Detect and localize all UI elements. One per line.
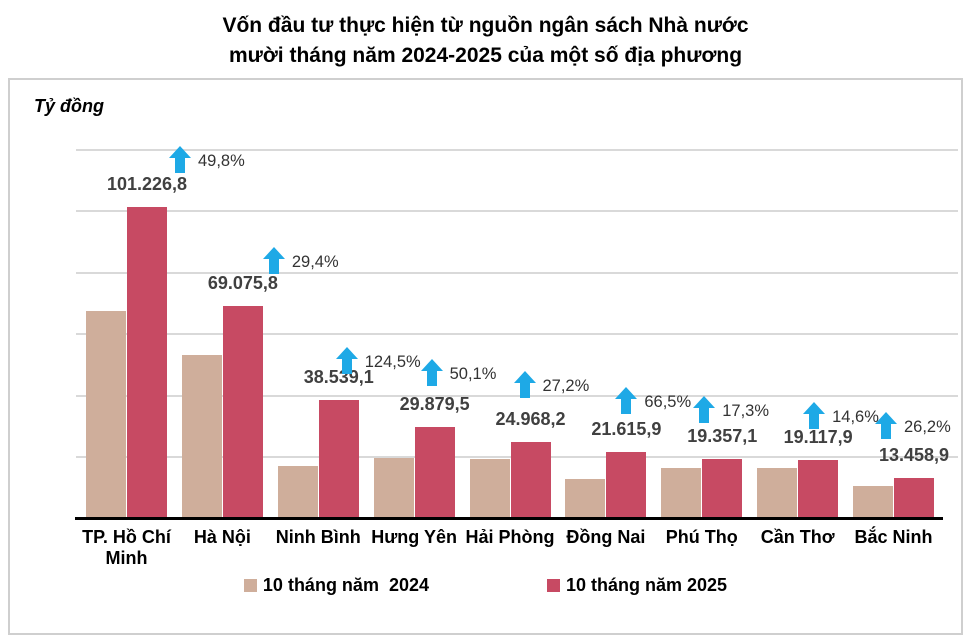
bar-2025-5 [510, 442, 551, 519]
bar-2024-5 [469, 458, 510, 519]
category-label-4: Hưng Yên [371, 527, 457, 547]
value-label-7: 19.357,1 [687, 426, 758, 447]
bar-2025-9 [894, 477, 934, 519]
growth-arrow-icon [262, 247, 285, 275]
growth-arrow-icon [513, 371, 536, 399]
category-label-8: Cần Thơ [760, 527, 835, 547]
category-label-5: Hải Phòng [465, 527, 555, 547]
bar-2025-1 [127, 207, 167, 519]
legend-label-2025: 10 tháng năm 2025 [566, 575, 728, 595]
gridline-60000 [76, 333, 958, 336]
chart-title-line2: mười tháng năm 2024-2025 của một số địa … [228, 44, 743, 67]
growth-percent-label: 50,1% [449, 364, 497, 383]
x-axis-line [75, 517, 943, 520]
growth-arrow-icon [615, 387, 638, 415]
bar-2025-7 [702, 459, 743, 519]
growth-percent-label: 66,5% [644, 393, 692, 412]
growth-annotation-9: 26,2% [875, 411, 951, 439]
gridline-100000 [76, 210, 958, 213]
bar-2024-4 [373, 457, 414, 519]
growth-annotation-7: 17,3% [693, 396, 770, 424]
bar-2024-9 [853, 486, 893, 519]
growth-annotation-6: 66,5% [615, 387, 692, 415]
growth-arrow-icon [169, 146, 191, 174]
growth-percent-label: 26,2% [904, 417, 951, 436]
growth-arrow-icon [693, 396, 716, 424]
legend-swatch-2024-icon [243, 579, 257, 592]
bar-2025-2 [222, 306, 263, 519]
value-label-5: 24.968,2 [495, 409, 566, 430]
growth-annotation-5: 27,2% [513, 371, 590, 399]
growth-annotation-4: 50,1% [420, 358, 497, 386]
growth-percent-label: 27,2% [542, 377, 590, 396]
growth-annotation-8: 14,6% [803, 402, 879, 430]
growth-percent-label: 49,8% [198, 152, 245, 171]
value-label-2: 69.075,8 [207, 273, 278, 294]
category-label-1: TP. Hồ Chí Minh [82, 527, 171, 568]
legend-item-2024: 10 tháng năm 2024 [243, 575, 429, 596]
value-label-8: 19.117,9 [783, 427, 853, 448]
growth-annotation-1: 49,8% [169, 146, 245, 174]
category-label-2: Hà Nội [193, 527, 251, 547]
growth-percent-label: 124,5% [364, 353, 421, 372]
value-label-9: 13.458,9 [878, 444, 950, 465]
bar-2024-2 [181, 354, 222, 519]
bar-2025-8 [798, 460, 839, 519]
growth-annotation-2: 29,4% [262, 247, 339, 275]
growth-percent-label: 14,6% [832, 408, 879, 427]
growth-percent-label: 17,3% [722, 402, 770, 421]
growth-percent-label: 29,4% [291, 253, 339, 272]
bar-2025-6 [606, 452, 647, 519]
chart-frame [8, 78, 963, 635]
growth-arrow-icon [875, 411, 897, 439]
bar-2024-3 [277, 466, 318, 519]
value-label-4: 29.879,5 [399, 393, 470, 414]
chart-title-line1: Vốn đầu tư thực hiện từ nguồn ngân sách … [222, 14, 749, 37]
bar-2024-1 [86, 310, 126, 519]
category-label-3: Ninh Bình [275, 527, 361, 547]
legend-label-2024: 10 tháng năm 2024 [262, 575, 429, 595]
bar-2025-3 [318, 400, 359, 519]
bar-2024-8 [757, 467, 798, 519]
growth-arrow-icon [803, 402, 826, 430]
gridline-120000 [76, 148, 958, 151]
growth-arrow-icon [420, 358, 443, 386]
category-label-6: Đồng Nai [566, 527, 646, 547]
category-label-7: Phú Thọ [665, 527, 738, 547]
value-label-6: 21.615,9 [591, 419, 662, 440]
bar-2024-7 [661, 468, 702, 519]
bar-2024-6 [565, 479, 606, 519]
growth-annotation-3: 124,5% [335, 347, 421, 375]
chart-title: Vốn đầu tư thực hiện từ nguồn ngân sách … [0, 11, 971, 71]
category-label-9: Bắc Ninh [854, 527, 933, 547]
legend-item-2025: 10 tháng năm 2025 [547, 575, 727, 596]
value-label-1: 101.226,8 [106, 174, 188, 195]
legend-swatch-2025-icon [547, 579, 560, 592]
growth-arrow-icon [335, 347, 358, 375]
value-label-3: 38.539,1 [303, 367, 374, 388]
gridline-40000 [76, 394, 958, 397]
y-axis-unit-label: Tỷ đồng [34, 96, 104, 116]
bar-2025-4 [414, 426, 455, 519]
chart-legend: 10 tháng năm 2024 10 tháng năm 2025 [0, 575, 971, 596]
gridline-80000 [76, 271, 958, 274]
